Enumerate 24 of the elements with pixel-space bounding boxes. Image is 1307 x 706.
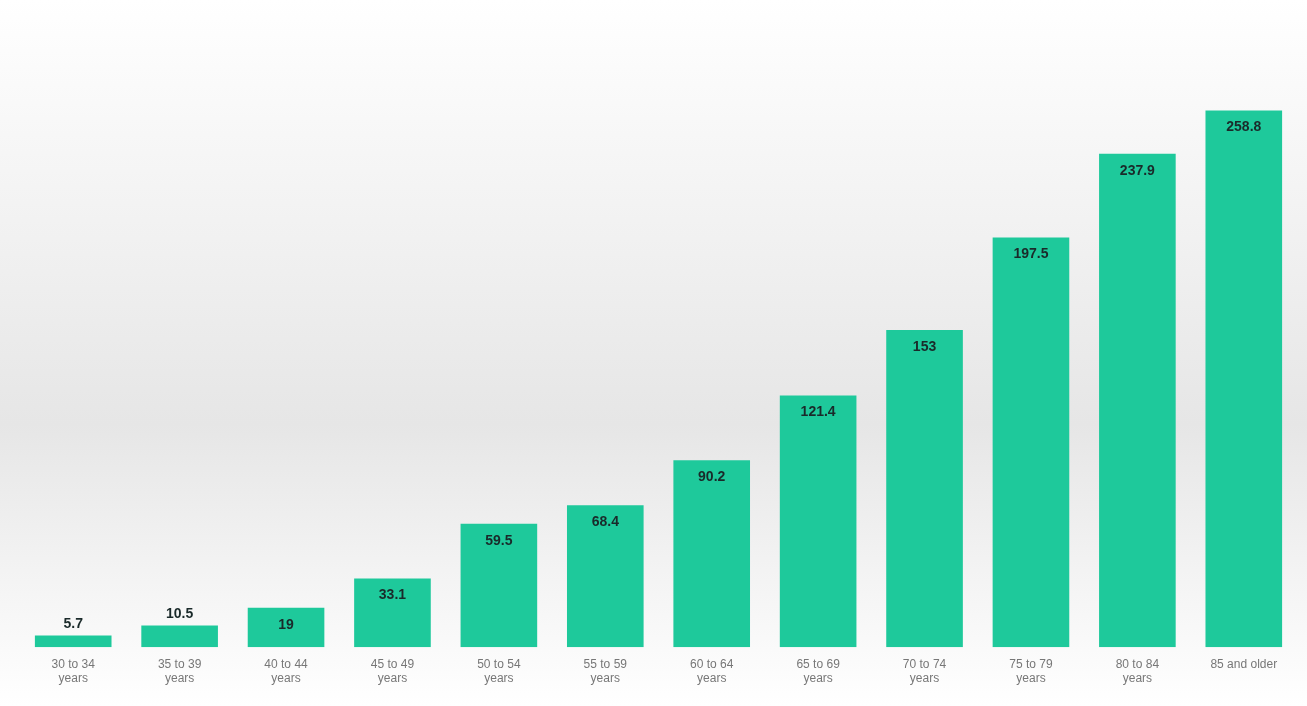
x-tick-label: 70 to 74 years — [902, 656, 947, 686]
x-tick-label: 65 to 69 years — [796, 656, 841, 686]
data-label: 237.9 — [1119, 161, 1156, 178]
x-tick-label: 55 to 59 years — [583, 656, 628, 686]
x-tick-label: 45 to 49 years — [370, 656, 415, 686]
data-label: 19 — [278, 615, 295, 632]
data-label: 33.1 — [378, 586, 407, 603]
data-label: 258.8 — [1226, 118, 1262, 135]
x-tick-label: 80 to 84 years — [1115, 656, 1160, 686]
data-label: 121.4 — [800, 403, 836, 420]
data-label: 197.5 — [1013, 245, 1049, 262]
x-tick-label: 40 to 44 years — [264, 656, 309, 686]
x-tick-label: 85 and older — [1210, 656, 1278, 671]
data-label: 90.2 — [698, 467, 726, 484]
data-label: 10.5 — [166, 605, 194, 622]
data-label: 59.5 — [485, 531, 513, 548]
data-label: 153 — [912, 337, 937, 354]
data-label: 68.4 — [591, 513, 620, 530]
x-tick-label: 75 to 79 years — [1009, 656, 1053, 686]
x-tick-label: 30 to 34 years — [51, 656, 96, 686]
data-label: 5.7 — [63, 615, 84, 632]
x-tick-label: 60 to 64 years — [690, 656, 734, 686]
x-tick-label: 35 to 39 years — [157, 656, 202, 686]
x-tick-label: 50 to 54 years — [477, 656, 521, 686]
